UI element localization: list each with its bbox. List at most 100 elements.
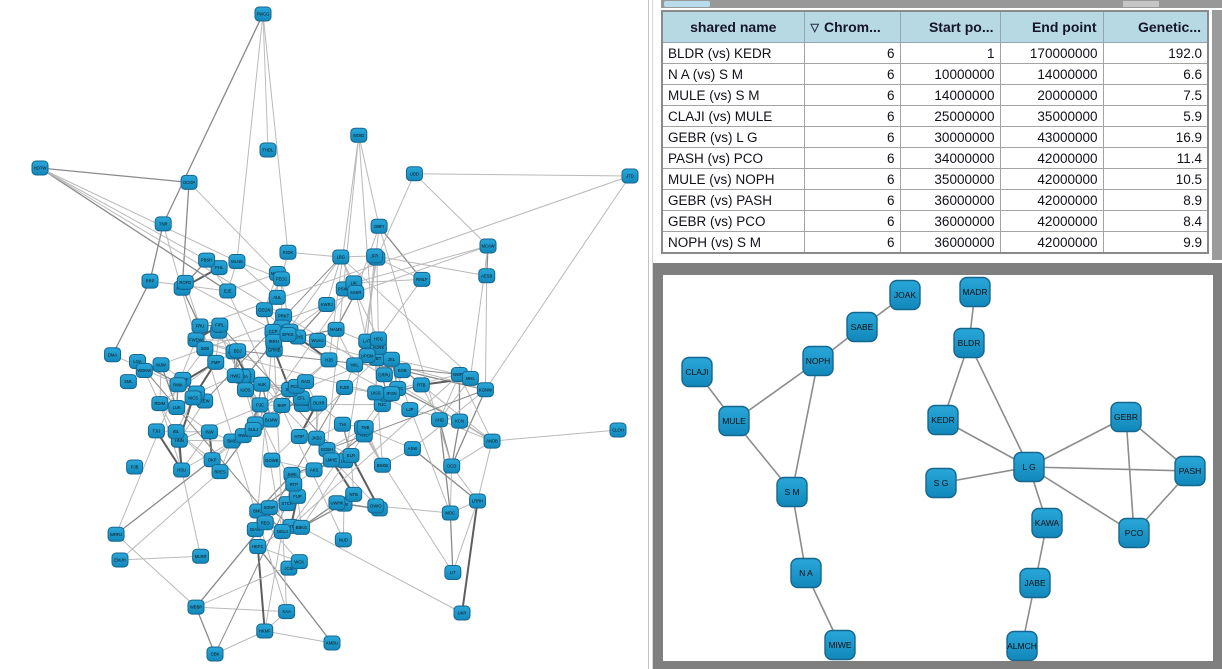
graph-node[interactable]: HWC <box>226 368 244 384</box>
graph-node[interactable]: DBFI <box>370 218 388 234</box>
node-shape[interactable] <box>104 347 122 363</box>
cell-shared-name[interactable]: GEBR (vs) PASH <box>661 189 805 211</box>
graph-node[interactable]: MOC <box>441 505 459 521</box>
node-shape[interactable] <box>236 382 254 398</box>
node-shape[interactable] <box>1013 451 1045 483</box>
node-shape[interactable] <box>200 424 218 440</box>
column-header-genetic[interactable]: Genetic... <box>1102 10 1209 43</box>
cell-value[interactable]: 6 <box>803 168 901 190</box>
graph-node[interactable]: EPKS <box>279 327 297 343</box>
graph-node[interactable]: JTD <box>621 168 639 184</box>
cell-value[interactable]: 8.9 <box>1102 189 1209 211</box>
node-shape[interactable] <box>413 271 431 287</box>
graph-node[interactable]: NSUJ <box>273 524 291 540</box>
graph-node[interactable]: SDNP <box>260 500 278 516</box>
graph-node[interactable]: ROFD <box>176 274 194 290</box>
graph-node[interactable]: REO <box>256 515 274 531</box>
node-shape[interactable] <box>184 390 202 406</box>
node-shape[interactable] <box>1118 517 1150 549</box>
table-row[interactable]: MULE (vs) S M 6 14000000 20000000 7.5 <box>661 84 1209 106</box>
node-shape[interactable] <box>327 321 345 337</box>
cell-shared-name[interactable]: GEBR (vs) PCO <box>661 210 805 232</box>
graph-node[interactable]: PHL <box>210 260 228 276</box>
node-shape[interactable] <box>147 423 165 439</box>
cell-value[interactable]: 6 <box>803 189 901 211</box>
graph-node[interactable]: MJW <box>152 357 170 373</box>
table-row[interactable]: CLAJI (vs) MULE 6 25000000 35000000 5.9 <box>661 105 1209 127</box>
graph-node[interactable]: EMJH <box>111 552 129 568</box>
scrollbar-segment[interactable] <box>1123 1 1159 7</box>
node-shape[interactable] <box>451 413 469 429</box>
table-row[interactable]: NOPH (vs) S M 6 36000000 42000000 9.9 <box>661 231 1209 254</box>
graph-node[interactable]: OCGP <box>180 174 198 190</box>
node-shape[interactable] <box>441 505 459 521</box>
node-shape[interactable] <box>403 441 421 457</box>
cell-shared-name[interactable]: NOPH (vs) S M <box>661 231 805 254</box>
detail-network-canvas[interactable]: JOAK MADR SABE BLDR NOPH CLAJI KEDR GEBR MULE L G… <box>663 275 1213 661</box>
graph-node[interactable]: MLRR <box>192 548 210 564</box>
graph-node[interactable]: PBSH <box>198 252 216 268</box>
graph-node[interactable]: NUD <box>334 532 352 548</box>
graph-node[interactable]: HSU <box>173 462 191 478</box>
graph-node-miwe[interactable]: MIWE <box>824 629 856 661</box>
cell-shared-name[interactable]: CLAJI (vs) MULE <box>661 105 805 127</box>
graph-node[interactable]: RRP <box>141 273 159 289</box>
graph-node-s-g[interactable]: S G <box>925 467 957 499</box>
graph-node[interactable]: PJDK <box>279 244 297 260</box>
node-shape[interactable] <box>318 296 336 312</box>
node-shape[interactable] <box>336 379 354 395</box>
graph-node[interactable]: UISS <box>367 385 385 401</box>
graph-node[interactable]: WCK <box>290 554 308 570</box>
node-shape[interactable] <box>256 623 274 639</box>
node-shape[interactable] <box>310 395 328 411</box>
graph-node-l-g[interactable]: L G <box>1013 451 1045 483</box>
cell-value[interactable]: 43000000 <box>999 126 1104 148</box>
graph-node[interactable]: IRRH <box>265 333 283 349</box>
graph-node[interactable]: PJC <box>251 397 269 413</box>
graph-node[interactable]: JADJ <box>308 430 326 446</box>
node-shape[interactable] <box>254 6 272 22</box>
graph-node[interactable]: LMHE <box>322 452 340 468</box>
graph-node[interactable]: EGB <box>393 363 411 379</box>
node-shape[interactable] <box>141 273 159 289</box>
node-shape[interactable] <box>305 462 323 478</box>
node-shape[interactable] <box>173 462 191 478</box>
cell-value[interactable]: 6 <box>803 231 901 254</box>
graph-node[interactable]: RMLF <box>413 271 431 287</box>
node-shape[interactable] <box>681 356 713 388</box>
node-shape[interactable] <box>1006 630 1038 661</box>
node-shape[interactable] <box>229 343 247 359</box>
node-shape[interactable] <box>31 160 49 176</box>
graph-node[interactable]: RPES <box>211 464 229 480</box>
graph-node[interactable]: KMBU <box>323 635 341 651</box>
graph-node[interactable]: FWCG <box>254 6 272 22</box>
node-shape[interactable] <box>382 351 400 367</box>
graph-node-kedr[interactable]: KEDR <box>927 404 959 436</box>
node-shape[interactable] <box>412 377 430 393</box>
graph-node[interactable]: UDD <box>405 166 423 182</box>
graph-node[interactable]: RWK <box>169 377 187 393</box>
node-shape[interactable] <box>790 557 822 589</box>
graph-node[interactable]: HJB <box>320 352 338 368</box>
graph-node[interactable]: TNR <box>154 216 172 232</box>
graph-node[interactable]: IBL <box>167 424 185 440</box>
column-header-chrom[interactable]: ▽ Chrom... <box>803 10 901 43</box>
cell-value[interactable]: 6 <box>803 63 901 85</box>
node-shape[interactable] <box>621 168 639 184</box>
table-row[interactable]: PASH (vs) PCO 6 34000000 42000000 11.4 <box>661 147 1209 169</box>
graph-node[interactable]: HKMF <box>256 623 274 639</box>
node-shape[interactable] <box>375 367 393 383</box>
node-shape[interactable] <box>107 526 125 542</box>
graph-node[interactable]: BHP <box>273 397 291 413</box>
node-shape[interactable] <box>356 420 374 436</box>
graph-node[interactable]: HOTW <box>31 160 49 176</box>
cell-value[interactable]: 10000000 <box>899 63 1001 85</box>
graph-node[interactable]: HEFC <box>249 539 267 555</box>
cell-value[interactable]: 34000000 <box>899 147 1001 169</box>
graph-node-joak[interactable]: JOAK <box>889 279 921 311</box>
graph-node[interactable]: RTP <box>285 476 303 492</box>
graph-node[interactable]: OBK <box>206 646 224 662</box>
graph-node[interactable]: AUK <box>253 376 271 392</box>
graph-node[interactable]: RJOI <box>336 379 354 395</box>
node-shape[interactable] <box>483 433 501 449</box>
